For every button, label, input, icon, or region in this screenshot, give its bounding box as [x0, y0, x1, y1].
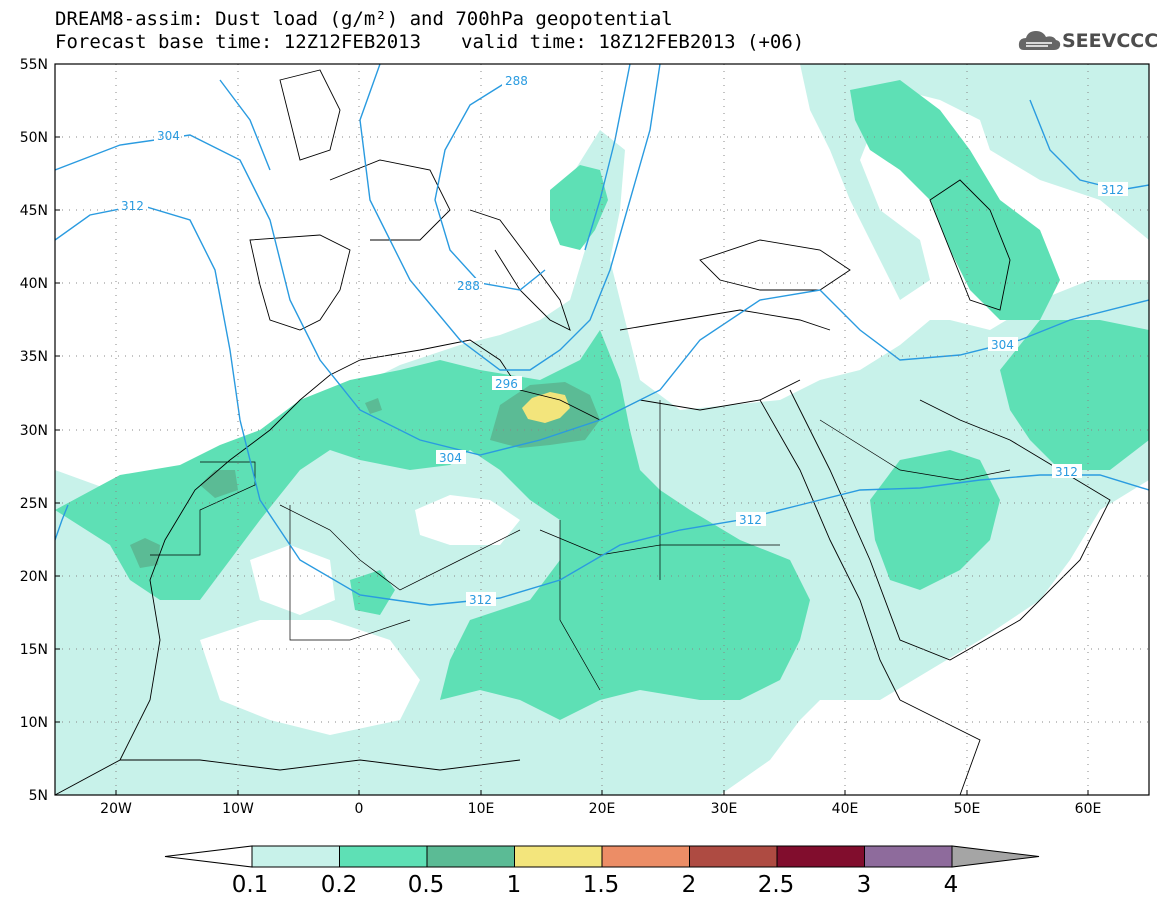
coast-arabia [789, 389, 1111, 661]
svg-text:312: 312 [739, 513, 762, 527]
clear-area-gulf [930, 560, 1149, 795]
lat-label: 10N [20, 715, 48, 731]
lat-label: 55N [20, 57, 48, 73]
lat-label: 15N [20, 642, 48, 658]
geopotential-contours [55, 64, 1149, 606]
dust-region-mid-gulf [1000, 320, 1149, 470]
dust-region-dark-atlas [365, 398, 382, 414]
lat-label: 5N [29, 788, 48, 804]
lat-label: 45N [20, 203, 48, 219]
lat-label: 20N [20, 569, 48, 585]
svg-text:288: 288 [457, 279, 480, 293]
border-libya-sudan [539, 529, 661, 580]
contour-label-312-b: 312 [466, 592, 496, 607]
dust-region-mid-algeria-blob [350, 570, 395, 615]
contour-labels: 288 288 296 304 304 304 312 312 312 312 … [118, 73, 1128, 607]
contour-label-312-d: 312 [1052, 464, 1082, 479]
contour-label-304-a: 304 [154, 128, 184, 143]
svg-text:312: 312 [1101, 183, 1124, 197]
contour-296 [359, 64, 661, 371]
coast-italy [469, 209, 571, 331]
svg-text:312: 312 [121, 199, 144, 213]
seevccc-logo: SEEVCCC [1018, 26, 1158, 56]
border-chad [559, 520, 601, 691]
lat-label: 40N [20, 276, 48, 292]
coast-africa-west [55, 359, 361, 795]
clear-area-sahara-west [250, 545, 335, 615]
clear-area-sahara-center [415, 495, 520, 545]
contour-label-304-b: 304 [436, 450, 466, 465]
coast-france [329, 159, 451, 241]
dust-region-light-caspian [800, 64, 1149, 300]
contour-label-288-a: 288 [502, 73, 532, 88]
contour-288-west [434, 79, 546, 291]
svg-text:304: 304 [439, 451, 462, 465]
border-egypt [659, 400, 780, 546]
coast-red-sea [759, 399, 901, 701]
contour-label-312-c: 312 [736, 512, 766, 527]
map-title: DREAM8-assim: Dust load (g/m²) and 700hP… [55, 8, 673, 30]
svg-text:304: 304 [157, 129, 180, 143]
latitude-labels: 55N 50N 45N 40N 35N 30N 25N 20N 15N 10N … [20, 57, 48, 804]
coast-caspian [929, 179, 1011, 311]
coast-britain [279, 69, 341, 161]
coast-black-sea [699, 239, 851, 291]
contour-312-northeast [1029, 99, 1149, 191]
coast-gulf-africa [120, 759, 521, 771]
contour-304-west [55, 134, 1149, 456]
logo-text: SEEVCCC [1062, 30, 1159, 52]
longitude-labels: 20W 10W 0 10E 20E 30E 40E 50E 60E [100, 801, 1101, 817]
cloud-logo-icon [1018, 31, 1061, 50]
map-subtitle: Forecast base time: 12Z12FEB2013 valid ti… [55, 32, 804, 53]
border-western-sahara [150, 461, 256, 556]
lat-label: 25N [20, 496, 48, 512]
contour-label-288-b: 288 [454, 278, 484, 293]
lat-label: 35N [20, 349, 48, 365]
contour-312-west [55, 204, 1149, 606]
clear-area-sahel [200, 620, 420, 735]
coast-turkey [619, 309, 831, 331]
lon-label: 60E [1075, 801, 1102, 817]
lon-label: 20W [100, 801, 132, 817]
lon-label: 10E [468, 801, 495, 817]
border-mali-niger [289, 505, 411, 641]
valid-time: valid time: 18Z12FEB2013 (+06) [461, 31, 805, 53]
dust-region-mid-balkans [550, 165, 608, 250]
dust-region-mid-caspian [850, 80, 1060, 320]
contour-304-north [219, 79, 271, 171]
country-borders [150, 400, 1011, 691]
svg-text:304: 304 [991, 338, 1014, 352]
svg-text:312: 312 [1055, 465, 1078, 479]
forecast-base-time: Forecast base time: 12Z12FEB2013 [55, 31, 422, 53]
contour-label-296: 296 [492, 376, 522, 391]
contour-label-312-e: 312 [1098, 182, 1128, 197]
contour-312-far-west [55, 504, 69, 541]
coast-horn [899, 699, 981, 795]
svg-text:312: 312 [469, 593, 492, 607]
coastlines [55, 69, 1111, 795]
lon-label: 10W [222, 801, 254, 817]
coast-iberia [249, 234, 351, 331]
graticule [55, 64, 1149, 795]
svg-text:296: 296 [495, 377, 518, 391]
contour-label-312-a: 312 [118, 198, 148, 213]
contour-label-304-c: 304 [988, 337, 1018, 352]
svg-text:288: 288 [505, 74, 528, 88]
lon-label: 50E [954, 801, 981, 817]
border-algeria-mali [279, 504, 521, 591]
coast-north-africa [359, 339, 801, 421]
contour-288-east [584, 64, 631, 251]
lon-label: 0 [355, 801, 364, 817]
lon-label: 20E [589, 801, 616, 817]
dust-region-mid-sahara [55, 330, 810, 720]
lat-label: 30N [20, 423, 48, 439]
lon-label: 40E [832, 801, 859, 817]
lat-label: 50N [20, 130, 48, 146]
lon-label: 30E [711, 801, 738, 817]
border-saudi [819, 419, 1011, 481]
dust-region-dark-mauritania [130, 538, 160, 568]
axis-ticks [55, 63, 1089, 795]
